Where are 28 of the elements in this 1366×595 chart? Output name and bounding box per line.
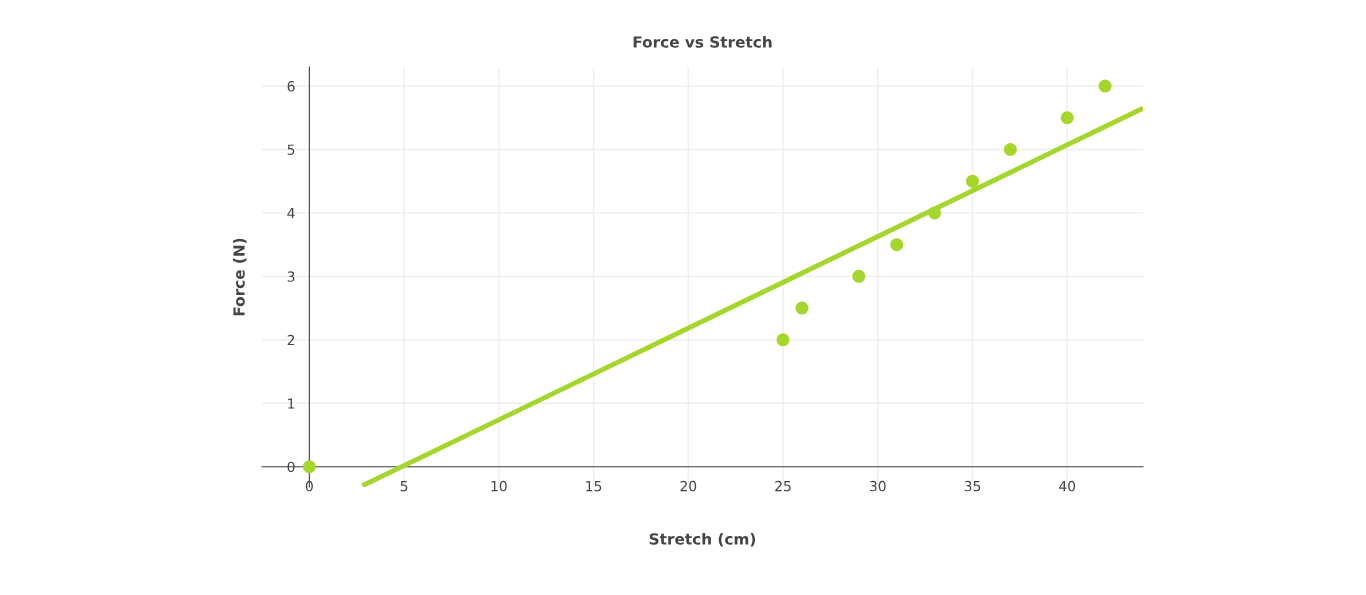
- x-tick-label: 30: [869, 480, 886, 492]
- point: [928, 206, 942, 220]
- y-tick-label: 6: [287, 81, 295, 92]
- point: [1060, 111, 1074, 125]
- y-tick-label: 2: [287, 334, 295, 346]
- point: [776, 333, 790, 347]
- point: [795, 301, 809, 315]
- x-tick-label: 15: [586, 481, 602, 492]
- y-tick-label: 5: [287, 144, 295, 155]
- y-tick-label: 3: [287, 271, 295, 282]
- point: [852, 269, 866, 283]
- point: [965, 174, 979, 188]
- x-tick-label: 35: [964, 480, 981, 492]
- x-tick-label: 40: [1059, 480, 1076, 492]
- x-tick-label: 5: [400, 481, 408, 492]
- point: [1098, 79, 1112, 93]
- chart-title: Force vs Stretch: [633, 35, 772, 48]
- x-tick-label: 20: [680, 480, 697, 492]
- y-tick-label: 1: [288, 398, 295, 409]
- point: [1003, 142, 1017, 156]
- y-tick-label: 4: [287, 208, 295, 219]
- x-axis-title: Stretch (cm): [649, 532, 756, 547]
- point: [302, 460, 316, 474]
- x-tick-label: 0: [305, 480, 313, 492]
- point: [890, 238, 904, 252]
- x-tick-label: 25: [775, 480, 791, 492]
- y-axis-title: Force (N): [232, 238, 247, 316]
- x-tick-label: 10: [491, 480, 507, 492]
